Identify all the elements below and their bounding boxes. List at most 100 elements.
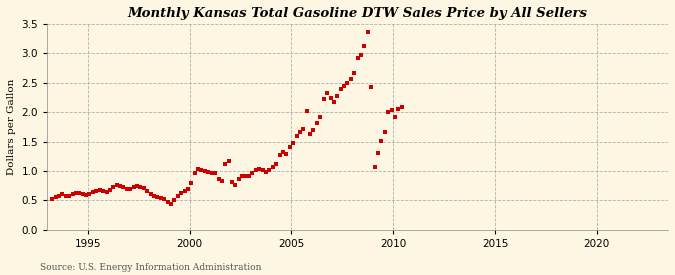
Point bbox=[61, 193, 72, 198]
Point bbox=[339, 84, 350, 89]
Point bbox=[200, 169, 211, 173]
Point bbox=[274, 153, 285, 157]
Point bbox=[393, 106, 404, 111]
Point bbox=[244, 174, 254, 178]
Point bbox=[250, 168, 261, 173]
Point bbox=[376, 139, 387, 143]
Point bbox=[118, 185, 129, 189]
Point bbox=[318, 97, 329, 101]
Point bbox=[81, 193, 92, 197]
Point bbox=[349, 70, 360, 75]
Point bbox=[125, 187, 136, 191]
Point bbox=[190, 170, 200, 175]
Point bbox=[277, 149, 288, 154]
Point bbox=[315, 115, 326, 119]
Point bbox=[91, 189, 102, 193]
Point bbox=[223, 159, 234, 163]
Point bbox=[122, 187, 132, 191]
Point bbox=[162, 199, 173, 204]
Point bbox=[135, 185, 146, 189]
Point bbox=[186, 180, 196, 185]
Point bbox=[301, 109, 312, 113]
Point bbox=[213, 177, 224, 182]
Point bbox=[284, 145, 295, 150]
Point bbox=[240, 174, 251, 178]
Point bbox=[234, 177, 244, 182]
Point bbox=[159, 197, 169, 201]
Point bbox=[298, 126, 308, 131]
Point bbox=[172, 193, 183, 198]
Point bbox=[383, 109, 394, 114]
Point bbox=[261, 169, 271, 174]
Point bbox=[132, 184, 142, 188]
Point bbox=[152, 195, 163, 199]
Point bbox=[51, 195, 61, 199]
Point bbox=[389, 115, 400, 119]
Point bbox=[247, 171, 258, 175]
Point bbox=[346, 76, 356, 81]
Point bbox=[362, 29, 373, 34]
Point bbox=[207, 171, 217, 175]
Point bbox=[71, 191, 82, 195]
Point bbox=[165, 202, 176, 206]
Point bbox=[271, 162, 281, 166]
Point bbox=[84, 192, 95, 196]
Point bbox=[366, 85, 377, 90]
Point bbox=[74, 191, 85, 196]
Point bbox=[305, 132, 316, 137]
Point bbox=[342, 81, 353, 85]
Point bbox=[373, 150, 383, 155]
Point bbox=[101, 190, 112, 194]
Point bbox=[220, 162, 231, 166]
Point bbox=[88, 190, 99, 194]
Point bbox=[386, 108, 397, 112]
Point bbox=[325, 96, 336, 100]
Point bbox=[217, 179, 227, 183]
Point bbox=[115, 184, 126, 188]
Point bbox=[267, 165, 278, 170]
Text: Source: U.S. Energy Information Administration: Source: U.S. Energy Information Administ… bbox=[40, 263, 262, 272]
Point bbox=[311, 120, 322, 125]
Point bbox=[322, 91, 333, 95]
Point bbox=[227, 179, 238, 184]
Point bbox=[53, 193, 64, 198]
Point bbox=[111, 183, 122, 187]
Point bbox=[196, 168, 207, 173]
Point bbox=[57, 192, 68, 197]
Point bbox=[108, 185, 119, 189]
Point bbox=[254, 167, 265, 171]
Point bbox=[193, 167, 204, 171]
Point bbox=[63, 194, 74, 199]
Point bbox=[169, 198, 180, 203]
Point bbox=[95, 188, 105, 192]
Point bbox=[203, 169, 214, 174]
Point bbox=[128, 185, 139, 189]
Point bbox=[47, 197, 57, 201]
Point bbox=[352, 56, 363, 60]
Point bbox=[291, 133, 302, 138]
Point bbox=[369, 165, 380, 170]
Point bbox=[264, 168, 275, 173]
Point bbox=[183, 186, 194, 191]
Point bbox=[145, 192, 156, 196]
Y-axis label: Dollars per Gallon: Dollars per Gallon bbox=[7, 79, 16, 175]
Point bbox=[281, 152, 292, 156]
Point bbox=[308, 128, 319, 132]
Point bbox=[98, 189, 109, 193]
Point bbox=[379, 130, 390, 134]
Point bbox=[288, 141, 298, 145]
Point bbox=[210, 171, 221, 175]
Point bbox=[105, 188, 115, 192]
Point bbox=[230, 183, 241, 187]
Point bbox=[78, 192, 88, 197]
Point bbox=[179, 189, 190, 193]
Point bbox=[155, 196, 166, 200]
Point bbox=[138, 186, 149, 190]
Point bbox=[328, 100, 339, 104]
Point bbox=[237, 174, 248, 178]
Point bbox=[142, 189, 153, 193]
Point bbox=[294, 129, 305, 134]
Point bbox=[359, 44, 370, 48]
Point bbox=[335, 86, 346, 91]
Point bbox=[332, 94, 343, 98]
